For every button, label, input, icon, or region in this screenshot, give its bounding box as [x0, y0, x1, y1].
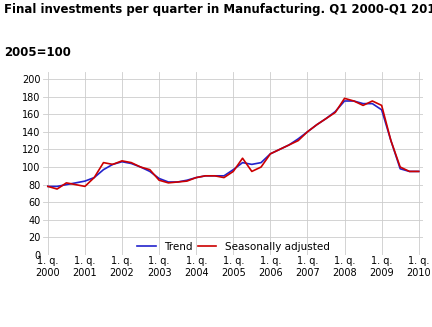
- Trend: [129, 162, 134, 165]
- Trend: [379, 108, 384, 112]
- Trend: [370, 102, 375, 106]
- Trend: [240, 161, 245, 164]
- Seasonally adjusted: [324, 117, 329, 121]
- Trend: [314, 123, 319, 127]
- Seasonally adjusted: [83, 184, 88, 188]
- Trend: [222, 174, 227, 178]
- Trend: [231, 168, 236, 172]
- Trend: [73, 181, 78, 185]
- Seasonally adjusted: [370, 99, 375, 103]
- Trend: [268, 152, 273, 156]
- Trend: [147, 169, 152, 173]
- Seasonally adjusted: [314, 123, 319, 127]
- Seasonally adjusted: [101, 161, 106, 164]
- Seasonally adjusted: [166, 181, 171, 185]
- Trend: [64, 183, 69, 187]
- Trend: [212, 174, 217, 178]
- Seasonally adjusted: [360, 103, 365, 107]
- Seasonally adjusted: [222, 176, 227, 180]
- Seasonally adjusted: [147, 168, 152, 172]
- Seasonally adjusted: [184, 179, 190, 183]
- Seasonally adjusted: [64, 181, 69, 185]
- Seasonally adjusted: [249, 169, 254, 173]
- Trend: [305, 130, 310, 134]
- Seasonally adjusted: [175, 180, 180, 184]
- Trend: [258, 161, 264, 164]
- Text: Final investments per quarter in Manufacturing. Q1 2000-Q1 2010.: Final investments per quarter in Manufac…: [4, 3, 432, 16]
- Seasonally adjusted: [45, 184, 51, 188]
- Trend: [54, 184, 60, 188]
- Trend: [342, 99, 347, 103]
- Seasonally adjusted: [277, 147, 282, 151]
- Seasonally adjusted: [351, 99, 356, 103]
- Trend: [277, 147, 282, 151]
- Seasonally adjusted: [407, 169, 412, 173]
- Seasonally adjusted: [119, 159, 124, 163]
- Trend: [324, 117, 329, 121]
- Trend: [45, 184, 51, 188]
- Seasonally adjusted: [73, 183, 78, 187]
- Trend: [83, 179, 88, 183]
- Seasonally adjusted: [295, 139, 301, 143]
- Seasonally adjusted: [138, 165, 143, 169]
- Seasonally adjusted: [342, 96, 347, 100]
- Seasonally adjusted: [305, 130, 310, 134]
- Trend: [194, 176, 199, 180]
- Trend: [166, 180, 171, 184]
- Trend: [119, 160, 124, 164]
- Seasonally adjusted: [286, 143, 292, 147]
- Seasonally adjusted: [110, 163, 115, 166]
- Trend: [138, 165, 143, 169]
- Seasonally adjusted: [416, 169, 421, 173]
- Seasonally adjusted: [54, 187, 60, 191]
- Seasonally adjusted: [240, 156, 245, 160]
- Trend: [295, 137, 301, 141]
- Trend: [184, 178, 190, 182]
- Trend: [388, 139, 394, 143]
- Seasonally adjusted: [268, 152, 273, 156]
- Trend: [101, 168, 106, 172]
- Trend: [249, 163, 254, 166]
- Trend: [110, 163, 115, 166]
- Seasonally adjusted: [333, 111, 338, 114]
- Trend: [156, 177, 162, 181]
- Text: 2005=100: 2005=100: [4, 46, 71, 59]
- Trend: [175, 180, 180, 184]
- Seasonally adjusted: [231, 169, 236, 173]
- Trend: [360, 102, 365, 106]
- Trend: [333, 110, 338, 113]
- Trend: [397, 167, 403, 171]
- Trend: [407, 169, 412, 173]
- Seasonally adjusted: [92, 176, 97, 180]
- Seasonally adjusted: [194, 176, 199, 180]
- Seasonally adjusted: [258, 165, 264, 169]
- Trend: [92, 176, 97, 180]
- Trend: [351, 99, 356, 103]
- Seasonally adjusted: [203, 174, 208, 178]
- Line: Trend: Trend: [48, 101, 419, 186]
- Legend: Trend, Seasonally adjusted: Trend, Seasonally adjusted: [137, 242, 330, 252]
- Seasonally adjusted: [129, 161, 134, 164]
- Seasonally adjusted: [388, 139, 394, 143]
- Seasonally adjusted: [156, 178, 162, 182]
- Trend: [203, 174, 208, 178]
- Seasonally adjusted: [212, 174, 217, 178]
- Trend: [416, 169, 421, 173]
- Trend: [286, 143, 292, 147]
- Line: Seasonally adjusted: Seasonally adjusted: [48, 98, 419, 189]
- Seasonally adjusted: [379, 103, 384, 107]
- Seasonally adjusted: [397, 165, 403, 169]
